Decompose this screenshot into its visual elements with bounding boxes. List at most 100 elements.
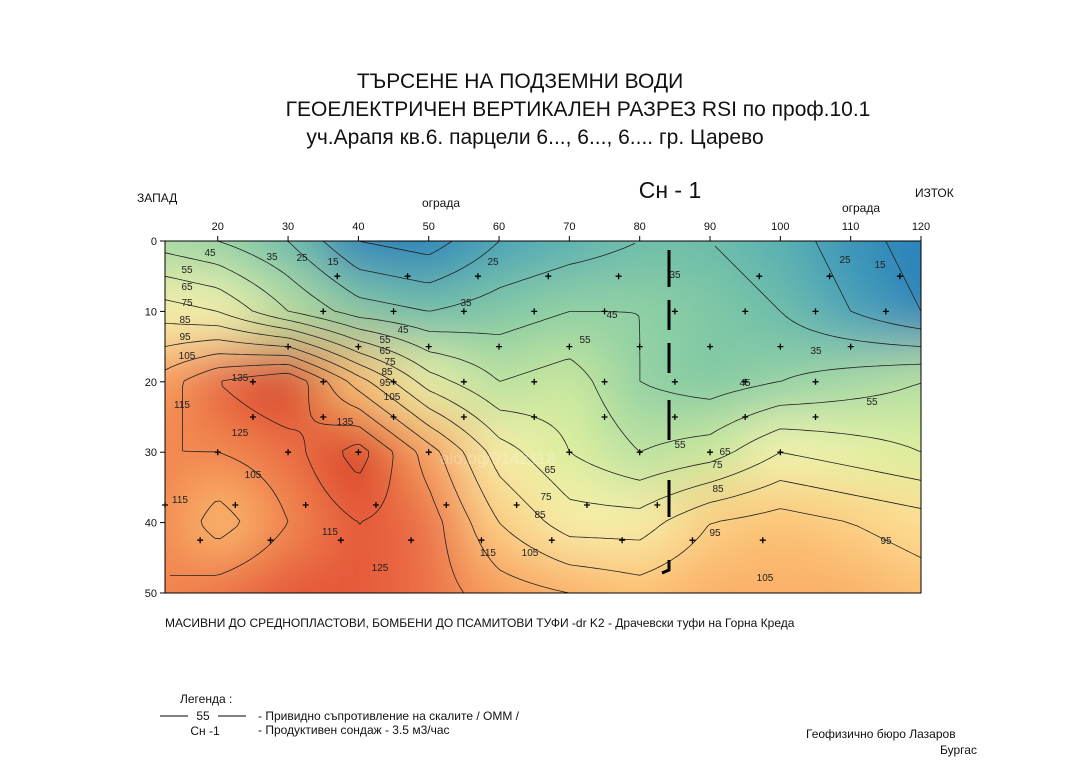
sounding-point bbox=[601, 308, 608, 315]
title: ТЪРСЕНЕ НА ПОДЗЕМНИ ВОДИ bbox=[357, 70, 683, 93]
contour-label: 15 bbox=[874, 260, 886, 271]
contour-label: 65 bbox=[544, 465, 556, 476]
sounding-point bbox=[615, 273, 622, 280]
contour-line bbox=[165, 339, 921, 576]
field-cell bbox=[815, 241, 886, 277]
field-cell bbox=[885, 417, 921, 488]
sounding-point bbox=[671, 378, 678, 385]
contour-label: 65 bbox=[719, 447, 731, 458]
field-cell bbox=[885, 557, 921, 593]
x-tick-label: 60 bbox=[493, 221, 505, 233]
field-cell bbox=[815, 346, 886, 417]
contour-label: 45 bbox=[606, 310, 618, 321]
contour-label: 105 bbox=[179, 351, 196, 362]
sounding-point bbox=[390, 378, 397, 385]
sounding-point bbox=[531, 378, 538, 385]
contour-line bbox=[165, 252, 921, 452]
y-tick-label: 20 bbox=[145, 377, 157, 389]
field-cell bbox=[323, 346, 394, 417]
contour-label: 135 bbox=[337, 417, 354, 428]
field-cell bbox=[165, 487, 192, 558]
sounding-point bbox=[742, 378, 749, 385]
sounding-point bbox=[162, 502, 168, 508]
sounding-point bbox=[320, 378, 327, 385]
field-cell bbox=[165, 417, 192, 488]
sounding-point bbox=[756, 273, 763, 280]
fence-label: ограда bbox=[842, 201, 880, 215]
contour-line bbox=[221, 372, 394, 525]
sounding-point bbox=[671, 414, 678, 420]
sounding-point bbox=[759, 537, 766, 544]
sounding-point bbox=[601, 378, 608, 385]
contour-label: 45 bbox=[397, 325, 409, 336]
sounding-point bbox=[460, 308, 467, 315]
contour-label: 105 bbox=[245, 470, 262, 481]
field-cell bbox=[165, 241, 192, 277]
x-tick-label: 30 bbox=[282, 221, 294, 233]
field-cell bbox=[674, 276, 746, 347]
contour-label: 95 bbox=[379, 378, 391, 389]
plot-frame bbox=[164, 240, 922, 594]
field-cell bbox=[745, 241, 816, 277]
sounding-point bbox=[545, 273, 552, 280]
sounding-point bbox=[513, 502, 520, 508]
contour-label: 55 bbox=[379, 335, 391, 346]
x-tick-label: 40 bbox=[352, 221, 364, 233]
contour-label: 95 bbox=[880, 536, 892, 547]
field-cell bbox=[191, 487, 253, 558]
sounding-point bbox=[812, 378, 819, 385]
contour-label: 105 bbox=[384, 392, 401, 403]
field-cell bbox=[165, 276, 192, 347]
sounding-point bbox=[232, 502, 239, 508]
field-cell bbox=[323, 557, 394, 593]
field-cell bbox=[674, 557, 746, 593]
field-cell bbox=[252, 487, 324, 558]
sounding-point bbox=[583, 502, 590, 508]
contour-label: 65 bbox=[379, 346, 391, 357]
field-cell bbox=[815, 417, 886, 488]
sounding-point bbox=[460, 378, 467, 385]
x-tick-label: 120 bbox=[912, 221, 930, 233]
sounding-point bbox=[460, 414, 467, 420]
sounding-point bbox=[197, 537, 204, 544]
contour-line bbox=[342, 444, 370, 474]
field-cell bbox=[191, 241, 253, 277]
contour-line bbox=[322, 241, 921, 330]
contour-label: 35 bbox=[669, 270, 681, 281]
field-cell bbox=[815, 557, 886, 593]
field-cell bbox=[252, 241, 324, 277]
contour-label: 105 bbox=[522, 548, 539, 559]
sounding-point bbox=[636, 343, 643, 350]
sounding-point bbox=[636, 449, 643, 456]
contour-label: 15 bbox=[327, 257, 339, 268]
contour-label: 35 bbox=[460, 298, 472, 309]
sounding-point bbox=[619, 537, 626, 544]
field-cell bbox=[885, 241, 921, 277]
sounding-point bbox=[355, 449, 362, 456]
contour-line bbox=[165, 299, 921, 509]
legend-sample: 55 bbox=[196, 709, 210, 723]
field-cell bbox=[885, 487, 921, 558]
field-cell bbox=[393, 557, 464, 593]
sounding-point bbox=[372, 502, 379, 508]
y-tick-label: 0 bbox=[151, 236, 157, 248]
y-tick-label: 50 bbox=[145, 588, 157, 600]
well bbox=[661, 250, 671, 575]
contour-label: 75 bbox=[711, 460, 723, 471]
sounding-point bbox=[390, 308, 397, 315]
contour-label: 125 bbox=[232, 428, 249, 439]
sounding-point bbox=[847, 343, 854, 350]
sounding-point bbox=[531, 308, 538, 315]
sounding-point bbox=[355, 343, 362, 350]
sounding-point bbox=[334, 273, 341, 280]
x-tick-label: 50 bbox=[423, 221, 435, 233]
field-cell bbox=[463, 276, 535, 347]
field-cell bbox=[323, 241, 394, 277]
contour-line bbox=[165, 275, 921, 481]
sounding-point bbox=[443, 502, 450, 508]
sounding-point bbox=[267, 537, 274, 544]
sounding-point bbox=[601, 414, 608, 420]
sounding-point bbox=[249, 378, 256, 385]
footer: Бургас bbox=[940, 743, 977, 757]
